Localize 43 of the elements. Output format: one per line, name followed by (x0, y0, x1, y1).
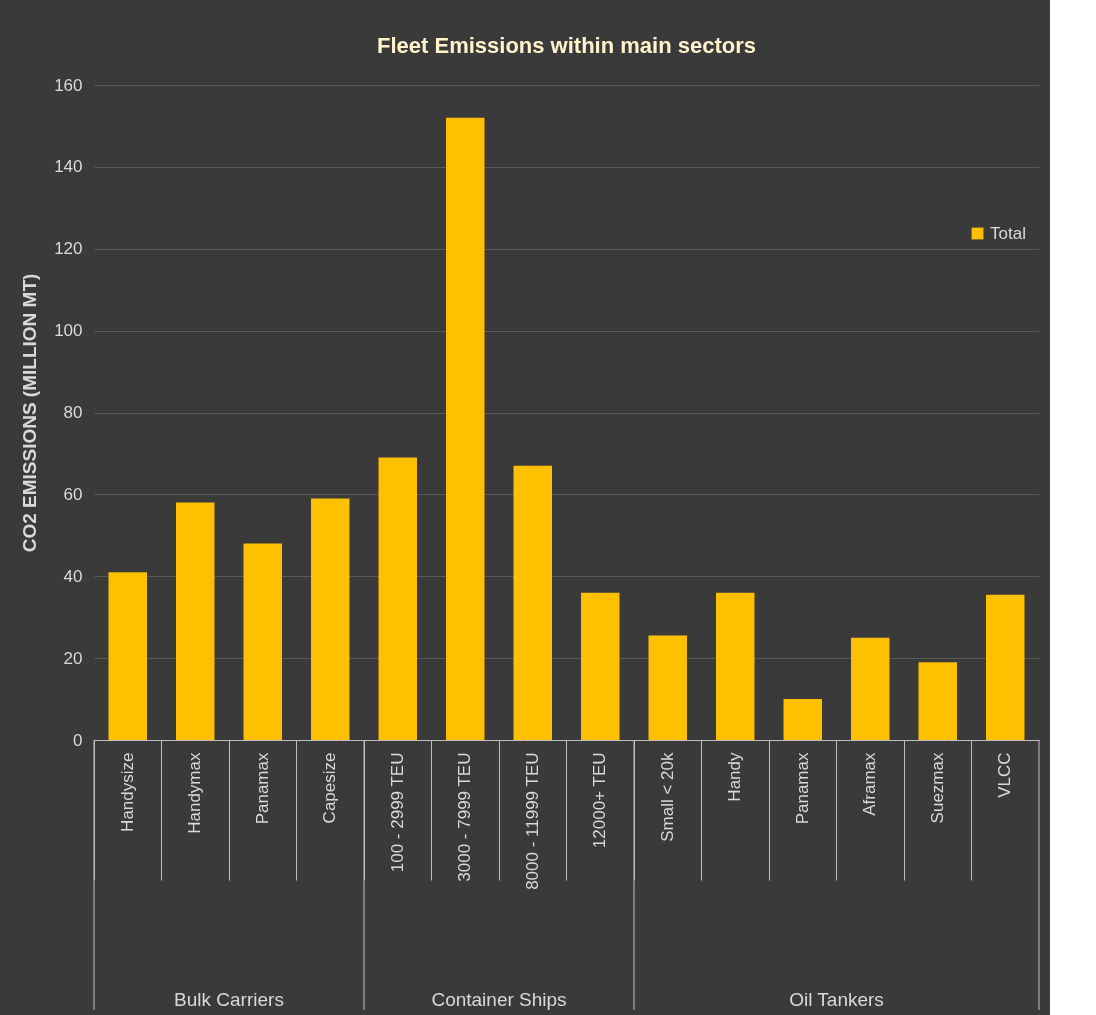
x-tick-label: Suezmax (927, 752, 947, 824)
bar (243, 543, 282, 740)
bar (716, 592, 755, 740)
bar (918, 662, 957, 740)
x-tick-label: Panamax (792, 752, 812, 825)
y-tick-label: 160 (54, 75, 83, 95)
bar (648, 635, 687, 740)
chart-title: Fleet Emissions within main sectors (377, 33, 756, 58)
y-tick-label: 140 (54, 157, 83, 177)
y-tick-label: 0 (73, 730, 83, 750)
x-tick-label: 100 - 2999 TEU (387, 752, 407, 873)
x-tick-label: 8000 - 11999 TEU (522, 752, 542, 890)
bar (783, 699, 822, 740)
x-tick-label: 3000 - 7999 TEU (455, 752, 475, 882)
bar (378, 457, 417, 740)
bar (581, 592, 620, 740)
x-tick-label: Panamax (252, 752, 272, 825)
x-tick-label: Capesize (320, 752, 340, 824)
x-tick-label: Handy (725, 752, 745, 802)
x-tick-label: 12000+ TEU (590, 752, 610, 849)
y-tick-label: 80 (63, 403, 83, 422)
y-tick-label: 100 (54, 321, 83, 341)
bar (986, 594, 1025, 740)
x-tick-label: Handymax (185, 752, 205, 834)
y-tick-label: 60 (63, 484, 83, 504)
text: Container Ships (431, 989, 567, 1010)
legend-label: Total (990, 223, 1026, 243)
text: Bulk Carriers (174, 989, 284, 1010)
bar (513, 465, 552, 740)
text: Oil Tankers (789, 989, 884, 1010)
bar (851, 637, 890, 740)
y-tick-label: 120 (54, 239, 83, 259)
x-tick-label: Aframax (860, 752, 880, 816)
y-tick-label: 20 (63, 648, 83, 668)
y-axis-title: CO2 EMISSIONS (MILLION MT) (19, 273, 41, 553)
bar (108, 572, 147, 740)
x-tick-label: VLCC (995, 752, 1015, 798)
bar (176, 502, 215, 740)
bar (446, 117, 485, 740)
bar (311, 498, 350, 740)
x-tick-label: Handysize (117, 752, 137, 832)
y-tick-label: 40 (63, 566, 83, 586)
x-tick-label: Small < 20k (657, 752, 677, 842)
